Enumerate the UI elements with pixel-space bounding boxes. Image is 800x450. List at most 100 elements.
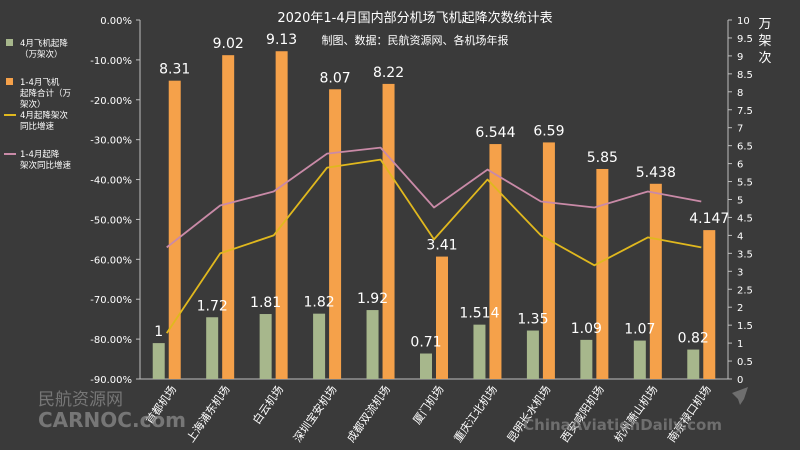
bar-data-label: 1.81 [250, 295, 281, 311]
right-axis-tick-label: 0.5 [737, 357, 753, 368]
right-axis-tick-label: 7 [737, 124, 743, 135]
bar-data-label: 1.09 [571, 321, 602, 337]
right-axis-tick-label: 4.5 [737, 213, 753, 224]
bar-april [313, 313, 326, 379]
right-axis-tick-label: 5.5 [737, 178, 753, 189]
bar-jan-apr [596, 168, 609, 379]
bar-jan-apr [275, 51, 288, 379]
bar-data-label: 1.92 [357, 291, 388, 307]
line-series-jan-apr-growth [166, 146, 702, 249]
bar-april [420, 353, 432, 379]
bar-jan-apr [436, 256, 448, 379]
watermarks: 民航资源网 CARNOC.com ChinaAviationDaily.com [38, 387, 748, 434]
left-axis-tick-label: -10.00% [90, 56, 132, 67]
bar-data-label: 5.85 [587, 150, 618, 166]
bar-data-label: 5.438 [636, 165, 676, 181]
left-axis-tick-label: -40.00% [90, 176, 132, 187]
right-axis-label-char: 次 [758, 50, 771, 66]
right-axis-tick-label: 6.5 [737, 142, 753, 153]
bar-april [206, 317, 219, 379]
right-axis-label: 万架次 [758, 17, 771, 66]
legend-entry-label: 1-4月起降架次同比增速 [20, 149, 72, 171]
bar-april [633, 340, 646, 379]
bars [152, 51, 716, 380]
right-axis-tick-label: 7.5 [737, 106, 753, 117]
right-axis-tick-label: 10 [737, 16, 750, 27]
chart-subtitle: 制图、数据：民航资源网、各机场年报 [322, 33, 509, 47]
bar-data-label: 6.544 [475, 125, 515, 141]
left-axis: 0.00% -10.00% -20.00% -30.00% -40.00% -50.00%… [90, 16, 728, 386]
legend-swatch [6, 39, 13, 46]
right-axis-tick-label: 6 [737, 160, 743, 171]
bar-jan-apr [703, 230, 716, 379]
bar-jan-apr [489, 144, 502, 379]
bar-data-label: 1 [154, 324, 163, 340]
bar-data-label: 1.72 [197, 298, 228, 314]
bar-april [366, 310, 379, 379]
bar-data-label: 1.82 [304, 295, 335, 311]
right-axis-label-char: 架 [758, 34, 771, 49]
left-axis-tick-label: -80.00% [90, 335, 132, 346]
chart-title: 2020年1-4月国内部分机场飞机起降次数统计表 [277, 10, 552, 26]
right-axis-tick-label: 9 [737, 52, 743, 63]
right-axis-tick-label: 0 [737, 375, 743, 386]
right-axis-tick-label: 5 [737, 196, 743, 207]
bar-data-label: 9.02 [213, 36, 244, 52]
bar-data-label: 0.82 [678, 331, 709, 347]
bar-data-label: 1.07 [624, 322, 655, 338]
right-axis-tick-label: 4 [737, 231, 743, 242]
bar-data-label: 3.41 [426, 238, 457, 254]
bar-data-label: 4.147 [689, 211, 729, 227]
right-axis-tick-label: 2 [737, 303, 743, 314]
bar-jan-apr [222, 55, 235, 379]
right-axis: 0 0.5 1 1.5 2 2.5 3 3.5 4 4.5 5 5.5 6 6.5 7 7.5 8 8.5 9 9.5… [727, 16, 753, 386]
bar-april [473, 324, 486, 379]
right-axis-tick-label: 2.5 [737, 285, 753, 296]
lines [165, 146, 702, 334]
bar-jan-apr [542, 142, 555, 379]
bar-data-label: 1.514 [459, 306, 499, 322]
legend-swatch [6, 78, 13, 85]
left-axis-tick-label: -20.00% [90, 96, 132, 107]
bar-april [259, 314, 272, 379]
bar-data-label: 8.07 [320, 70, 351, 86]
bar-data-label: 6.59 [533, 123, 564, 139]
line-series-april-growth [165, 158, 702, 334]
bar-labels: 1 1.72 1.81 1.82 1.92 0.71 1.514 1.35 1.09 1.07 0.… [154, 32, 729, 350]
bar-data-label: 8.22 [373, 65, 404, 81]
bar-april [580, 339, 593, 379]
legend-entry-label: 4月飞机起降（万架次） [20, 38, 68, 60]
plane-logo-icon [732, 387, 748, 405]
left-axis-tick-label: -70.00% [90, 295, 132, 306]
legend: 4月飞机起降（万架次） 1-4月飞机起降合计（万架次）4月起降架次同比增速 1-4月… [4, 38, 72, 171]
watermark-left-en: CARNOC.com [38, 408, 186, 432]
watermark-left-cn: 民航资源网 [38, 390, 123, 410]
right-axis-tick-label: 8 [737, 88, 743, 99]
left-axis-tick-label: -30.00% [90, 136, 132, 147]
bar-data-label: 9.13 [266, 32, 297, 48]
bar-jan-apr [382, 83, 395, 379]
bar-april [152, 343, 165, 379]
bar-jan-apr [168, 80, 181, 380]
bar-jan-apr [649, 183, 662, 379]
bar-data-label: 8.31 [159, 62, 190, 78]
bar-april [526, 330, 539, 379]
right-axis-tick-label: 9.5 [737, 34, 753, 45]
legend-entry-label: 1-4月飞机起降合计（万架次） [20, 77, 71, 110]
right-axis-label-char: 万 [758, 17, 771, 32]
bar-data-label: 0.71 [410, 335, 441, 351]
right-axis-tick-label: 1 [737, 339, 743, 350]
right-axis-tick-label: 3 [737, 267, 743, 278]
right-axis-tick-label: 1.5 [737, 321, 753, 332]
left-axis-tick-label: -90.00% [90, 375, 132, 386]
right-axis-tick-label: 3.5 [737, 249, 753, 260]
left-axis-tick-label: 0.00% [100, 16, 132, 27]
bar-data-label: 1.35 [517, 312, 548, 328]
legend-entry-label: 4月起降架次同比增速 [20, 110, 68, 132]
bar-april [687, 349, 700, 379]
bar-jan-apr [329, 89, 342, 380]
left-axis-tick-label: -60.00% [90, 255, 132, 266]
left-axis-tick-label: -50.00% [90, 215, 132, 226]
